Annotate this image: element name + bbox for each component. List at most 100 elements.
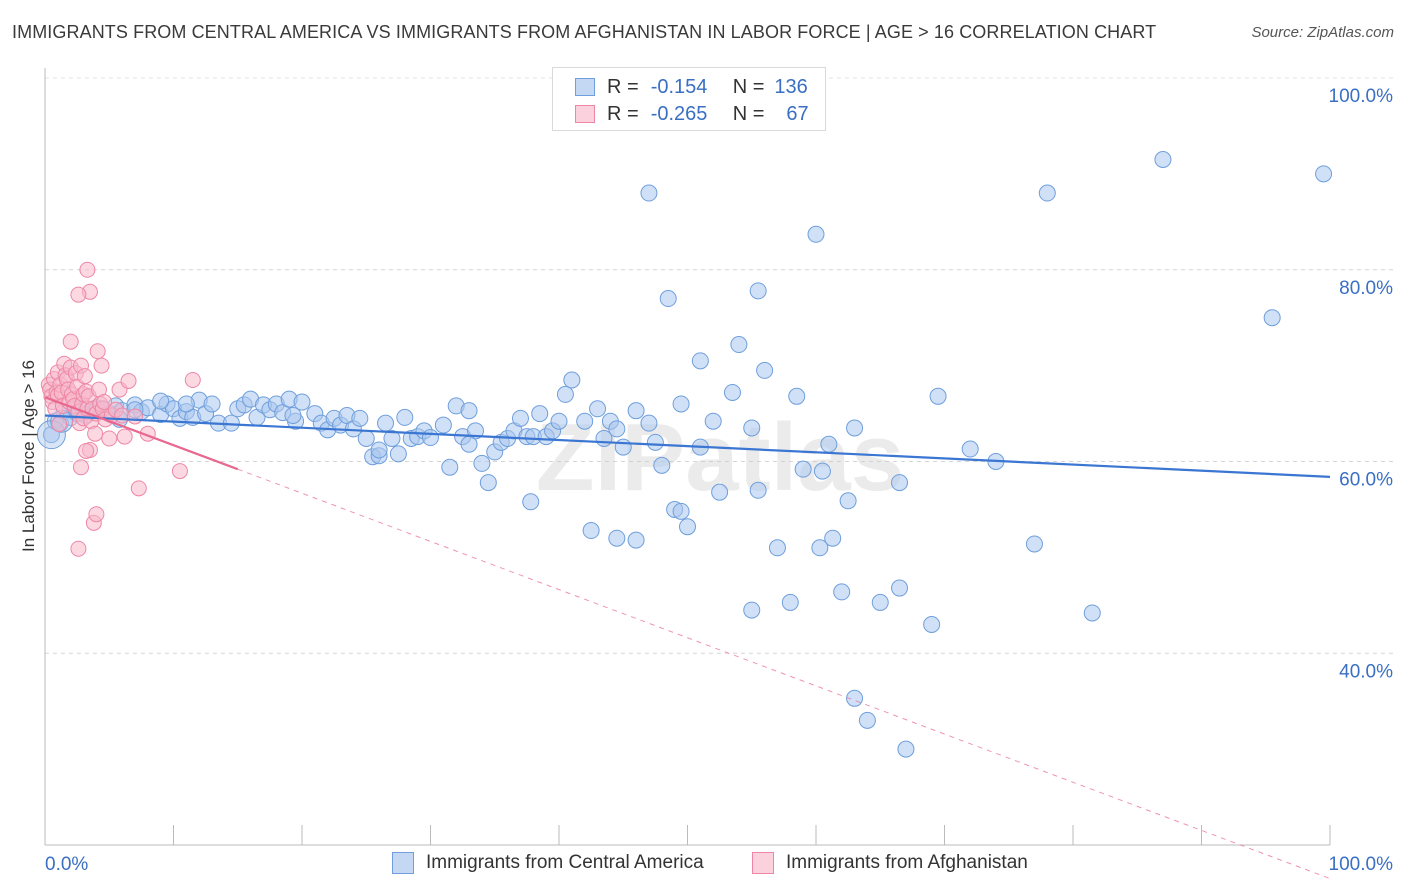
data-point-central-america [422,429,439,447]
data-point-central-america [357,429,375,447]
data-point-central-america [203,395,221,413]
data-point-central-america [563,371,581,389]
legend-swatch-pink [752,852,774,874]
data-point-afghanistan [184,372,201,389]
data-point-afghanistan [78,442,95,459]
legend-item-afghanistan[interactable]: Immigrants from Afghanistan [752,852,1028,874]
data-point-central-america [460,402,478,420]
legend-swatch-blue [392,852,414,874]
data-point-central-america [582,522,600,540]
data-point-central-america [811,539,829,557]
data-point-central-america [434,416,452,434]
data-point-central-america [589,400,607,418]
data-point-central-america [377,414,395,432]
trend-line-afghanistan-extension [237,468,1331,880]
data-point-central-america [756,361,774,379]
data-point-central-america [833,583,851,601]
data-point-central-america [640,184,658,202]
data-point-afghanistan [79,261,96,278]
data-point-afghanistan [87,425,104,442]
data-point-afghanistan [130,480,147,497]
data-point-central-america [479,474,497,492]
tick-labels: 40.0% 60.0% 80.0% 100.0% 0.0% 100.0% [45,86,1393,875]
r-value: -0.154 [650,75,708,98]
data-point-central-america [768,539,786,557]
data-point-central-america [929,387,947,405]
n-label: N = [732,75,765,98]
data-point-central-america [370,441,388,459]
source-label: Source: ZipAtlas.com [1251,24,1394,41]
data-point-central-america [531,405,549,423]
data-point-central-america [511,409,529,427]
data-point-central-america [441,458,459,476]
data-point-central-america [749,481,767,499]
n-value: 136 [774,75,808,98]
swatch-pink [575,105,595,123]
data-point-central-america [813,462,831,480]
data-point-central-america [383,429,401,447]
data-point-afghanistan [101,430,118,447]
legend-item-central-america[interactable]: Immigrants from Central America [392,852,704,874]
data-point-central-america [653,456,671,474]
y-axis-label: In Labor Force | Age > 16 [19,360,38,552]
data-point-central-america [614,438,632,456]
data-point-central-america [743,601,761,619]
data-point-afghanistan [171,463,188,480]
stats-row-central-america: R = -0.154 N = 136 [553,73,808,101]
data-point-central-america [858,711,876,729]
chart-title: IMMIGRANTS FROM CENTRAL AMERICA VS IMMIG… [12,22,1157,42]
data-point-central-america [846,419,864,437]
data-point-central-america [627,531,645,549]
data-point-central-america [396,408,414,426]
data-point-central-america [730,336,748,354]
r-label: R = [607,102,639,125]
data-point-central-america [550,412,568,430]
data-point-central-america [659,290,677,308]
data-point-afghanistan [72,459,89,476]
data-point-afghanistan [96,394,113,411]
data-point-central-america [152,392,170,410]
data-point-central-america [522,493,540,511]
data-point-central-america [749,282,767,300]
data-point-central-america [891,579,909,597]
data-point-central-america [743,419,761,437]
data-point-central-america [1025,535,1043,553]
series-afghanistan [40,261,201,557]
data-point-central-america [640,414,658,432]
data-point-central-america [961,440,979,458]
legend-label: Immigrants from Central America [426,852,704,873]
data-point-central-america [1315,165,1333,183]
trend-line-afghanistan [44,396,239,471]
trend-lines [44,396,1331,880]
data-point-central-america [897,740,915,758]
data-point-central-america [839,492,857,510]
data-point-central-america [711,483,729,501]
y-tick-label: 40.0% [1339,661,1393,682]
data-point-afghanistan [70,286,87,303]
data-point-central-america [293,393,311,411]
data-point-afghanistan [76,368,93,385]
series-central-america [36,150,1333,758]
data-point-central-america [389,445,407,463]
r-label: R = [607,75,639,98]
data-point-afghanistan [88,506,105,523]
data-point-central-america [672,502,690,520]
data-point-central-america [351,409,369,427]
data-point-central-america [891,474,909,492]
n-value: 67 [786,102,809,125]
data-point-afghanistan [120,372,137,389]
data-point-afghanistan [126,408,143,425]
data-point-central-america [646,433,664,451]
data-point-central-america [824,529,842,547]
y-tick-label: 80.0% [1339,278,1393,299]
swatch-blue [575,78,595,96]
data-point-central-america [704,412,722,430]
data-point-central-america [679,518,696,536]
y-tick-label: 100.0% [1329,86,1394,107]
data-point-central-america [794,460,812,478]
stats-row-afghanistan: R = -0.265 N = 67 [553,100,809,128]
stats-box: R = -0.154 N = 136 R = -0.265 N = 67 [552,67,826,131]
data-point-central-america [608,420,626,438]
data-point-central-america [284,406,302,424]
data-point-central-america [556,385,574,403]
